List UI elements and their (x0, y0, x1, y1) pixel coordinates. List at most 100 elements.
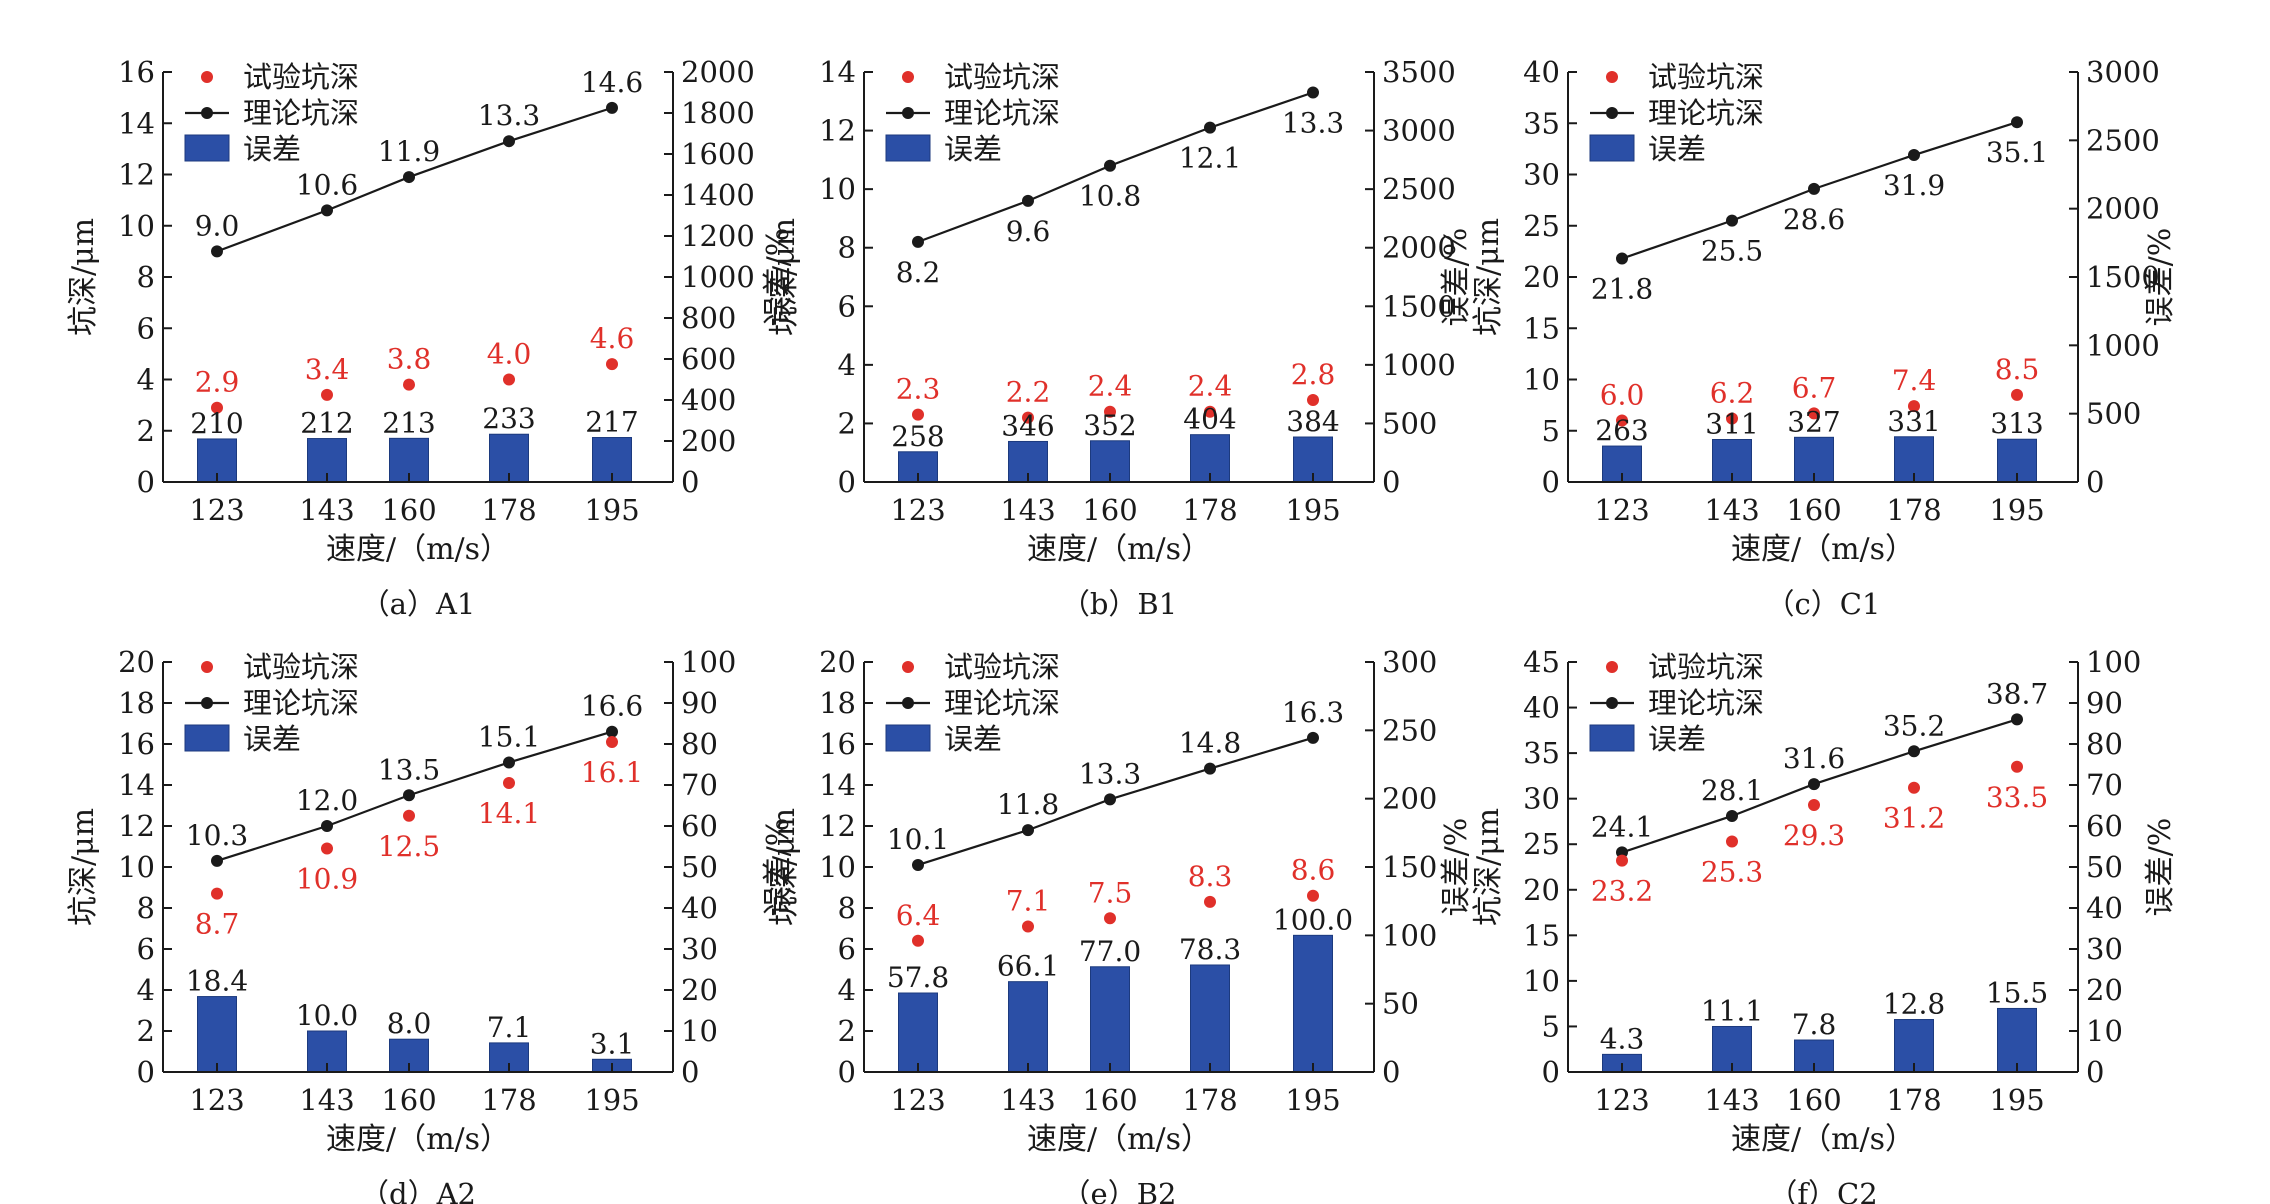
y2-tick-label: 3000 (1382, 114, 1456, 148)
y2-tick-label: 70 (681, 768, 718, 802)
x-tick-label: 160 (1082, 1083, 1137, 1117)
legend-exp-marker (201, 661, 213, 673)
error-value-label: 4.3 (1600, 1022, 1645, 1055)
y-tick-label: 2 (838, 406, 856, 440)
theory-value-label: 21.8 (1591, 273, 1653, 306)
legend-error-swatch (1589, 134, 1635, 162)
y-tick-label: 12 (819, 809, 856, 843)
exp-value-label: 6.7 (1792, 371, 1837, 404)
y2-tick-label: 100 (681, 645, 736, 679)
exp-value-label: 33.5 (1986, 781, 2048, 814)
y-axis-label: 坑深/μm (66, 808, 101, 926)
x-tick-label: 195 (1285, 1083, 1340, 1117)
error-bar (898, 992, 938, 1073)
legend-error-label: 误差 (243, 722, 301, 756)
exp-point (403, 809, 415, 822)
error-value-label: 327 (1787, 405, 1840, 438)
error-value-label: 66.1 (997, 950, 1059, 983)
y-tick-label: 0 (1542, 465, 1560, 499)
exp-value-label: 2.8 (1291, 358, 1336, 391)
y-tick-label: 16 (118, 55, 155, 89)
y2-tick-label: 40 (2086, 891, 2123, 925)
y2-tick-label: 10 (2086, 1014, 2123, 1048)
legend-error-label: 误差 (1648, 132, 1706, 166)
theory-point (912, 235, 924, 248)
y-tick-label: 30 (1523, 782, 1560, 816)
theory-point (2011, 713, 2023, 726)
theory-value-label: 31.9 (1883, 169, 1945, 202)
exp-point (912, 934, 924, 947)
y2-tick-label: 200 (681, 424, 736, 458)
x-tick-label: 123 (890, 493, 945, 527)
y2-tick-label: 2000 (2086, 192, 2160, 226)
y-tick-label: 10 (819, 850, 856, 884)
y2-tick-label: 1500 (2086, 260, 2160, 294)
exp-value-label: 2.4 (1088, 370, 1133, 403)
y2-tick-label: 20 (681, 973, 718, 1007)
theory-value-label: 25.5 (1701, 235, 1763, 268)
theory-value-label: 28.6 (1783, 203, 1845, 236)
x-axis-label: 速度/（m/s） (1027, 532, 1211, 567)
y-tick-label: 0 (137, 465, 155, 499)
exp-value-label: 7.4 (1892, 364, 1937, 397)
y-tick-label: 8 (137, 891, 155, 925)
theory-value-label: 12.1 (1179, 142, 1241, 175)
y2-tick-label: 3500 (1382, 55, 1456, 89)
y2-tick-label: 1500 (1382, 289, 1456, 323)
theory-point (1104, 159, 1116, 172)
theory-point (912, 858, 924, 871)
panel-caption: （c）C1 (1766, 587, 1881, 621)
exp-value-label: 4.6 (590, 322, 635, 355)
y2-axis-label: 误差/% (761, 228, 796, 327)
y-tick-label: 25 (1523, 827, 1560, 861)
theory-point (1022, 194, 1034, 207)
x-axis-label: 速度/（m/s） (1731, 1122, 1915, 1157)
y2-tick-label: 1800 (681, 96, 755, 130)
y2-tick-label: 20 (2086, 973, 2123, 1007)
y-tick-label: 4 (838, 348, 856, 382)
x-tick-label: 178 (481, 1083, 536, 1117)
y-tick-label: 4 (838, 973, 856, 1007)
exp-value-label: 7.5 (1088, 876, 1133, 909)
theory-value-label: 11.8 (997, 788, 1059, 821)
y-tick-label: 18 (118, 686, 155, 720)
theory-value-label: 11.9 (378, 135, 440, 168)
x-tick-label: 178 (1886, 1083, 1941, 1117)
legend-theory-label: 理论坑深 (944, 686, 1060, 720)
exp-value-label: 6.0 (1600, 379, 1645, 412)
legend-theory-marker (201, 697, 213, 709)
x-tick-label: 160 (1786, 493, 1841, 527)
theory-value-label: 14.8 (1179, 727, 1241, 760)
y-tick-label: 15 (1523, 311, 1560, 345)
y-tick-label: 8 (838, 231, 856, 265)
exp-value-label: 25.3 (1701, 855, 1763, 888)
y-tick-label: 2 (838, 1014, 856, 1048)
error-value-label: 311 (1705, 407, 1758, 440)
error-value-label: 11.1 (1701, 994, 1763, 1027)
x-tick-label: 160 (381, 1083, 436, 1117)
y-tick-label: 14 (819, 768, 856, 802)
y-tick-label: 25 (1523, 209, 1560, 243)
y-tick-label: 6 (838, 289, 856, 323)
y2-tick-label: 150 (1382, 850, 1437, 884)
theory-point (1908, 745, 1920, 758)
exp-value-label: 6.4 (896, 899, 941, 932)
y2-axis-label: 误差/% (2143, 228, 2178, 327)
theory-value-label: 15.1 (478, 720, 540, 753)
exp-value-label: 14.1 (478, 797, 540, 830)
x-tick-label: 143 (299, 493, 354, 527)
x-tick-label: 160 (1786, 1083, 1841, 1117)
theory-point (321, 820, 333, 832)
exp-point (1104, 912, 1116, 925)
exp-point (503, 373, 515, 386)
legend-exp-marker (902, 71, 914, 83)
legend-error-label: 误差 (944, 132, 1002, 166)
theory-point (503, 756, 515, 769)
exp-value-label: 2.4 (1188, 370, 1233, 403)
legend-error-label: 误差 (944, 722, 1002, 756)
x-tick-label: 195 (1989, 1083, 2044, 1117)
y-tick-label: 0 (838, 465, 856, 499)
theory-point (503, 135, 515, 148)
y-tick-label: 0 (838, 1055, 856, 1089)
y-tick-label: 5 (1542, 414, 1560, 448)
